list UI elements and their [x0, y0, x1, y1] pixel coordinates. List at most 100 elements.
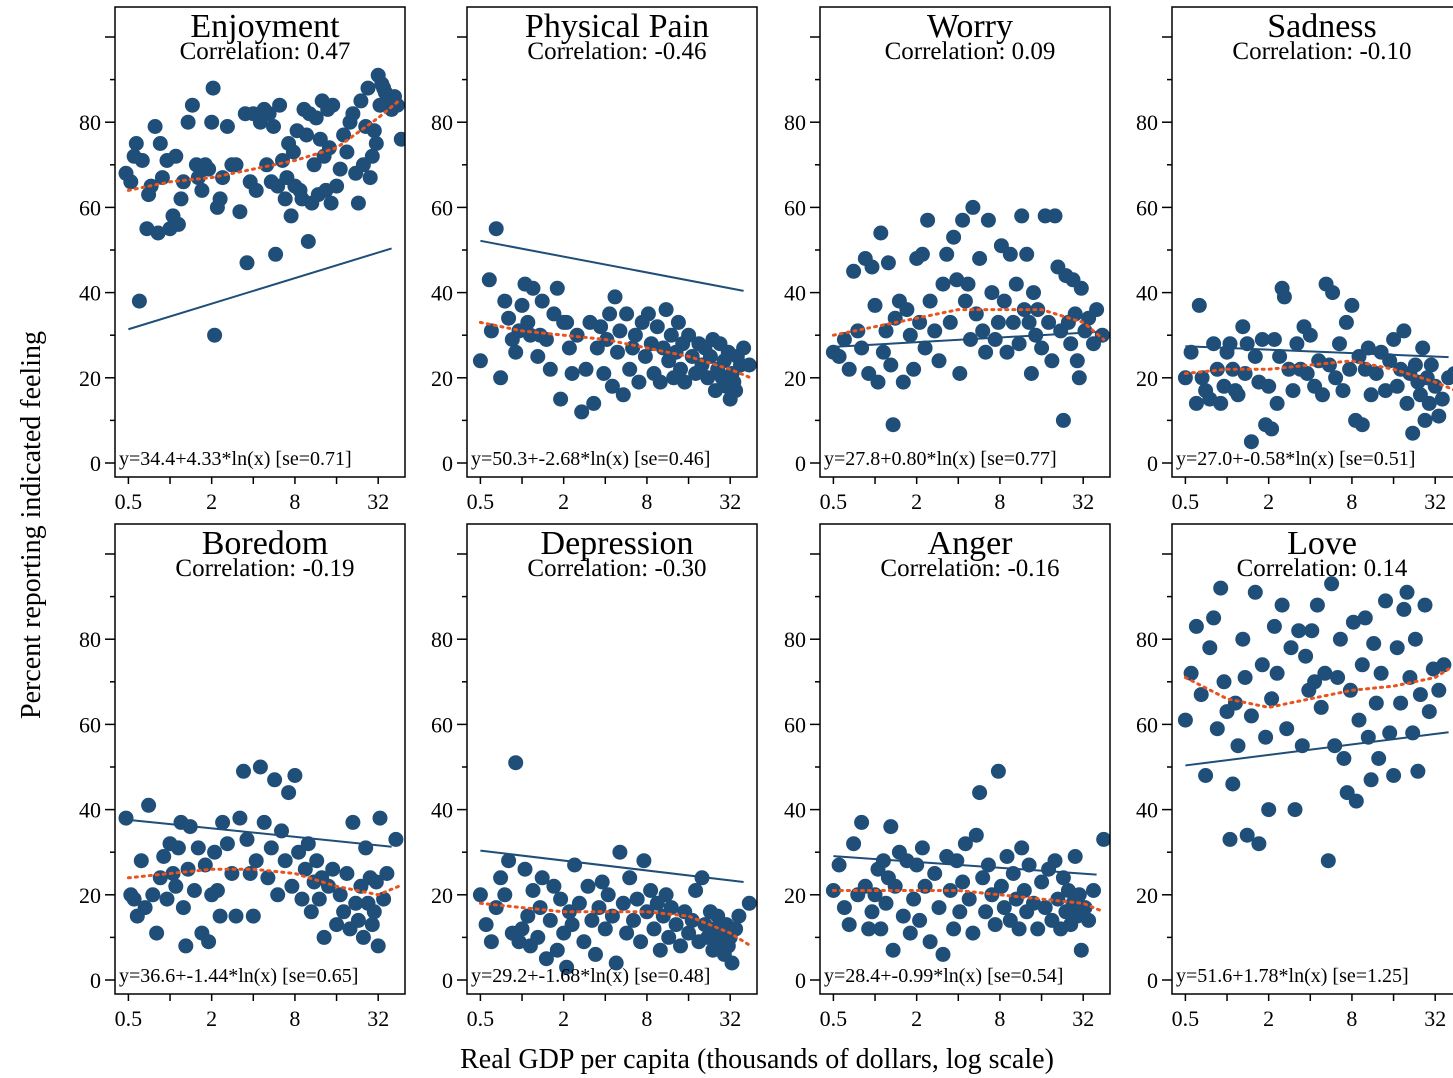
data-point	[980, 857, 996, 873]
data-point	[362, 170, 378, 186]
data-point	[1247, 584, 1263, 600]
fit-line	[480, 849, 744, 884]
data-point	[615, 895, 631, 911]
data-point	[1177, 712, 1193, 728]
data-point	[207, 327, 223, 343]
data-point	[564, 366, 580, 381]
data-point	[841, 917, 857, 933]
data-point	[955, 874, 971, 890]
data-point	[212, 908, 228, 924]
x-tick-label: 32	[1072, 1006, 1094, 1031]
x-tick-label: 2	[1263, 1006, 1274, 1031]
data-point	[152, 136, 168, 151]
correlation-label: Correlation: -0.30	[527, 555, 706, 582]
data-point	[990, 763, 1006, 779]
data-point	[681, 327, 697, 343]
y-tick-label: 20	[431, 366, 453, 391]
fit-line	[480, 239, 744, 292]
data-point	[922, 934, 938, 950]
data-point	[137, 900, 153, 916]
data-point	[1094, 327, 1110, 343]
plot-area	[1177, 276, 1453, 450]
data-point	[965, 199, 981, 215]
data-point	[542, 912, 558, 928]
data-point	[1247, 349, 1263, 364]
data-point	[141, 797, 157, 813]
data-point	[619, 925, 635, 941]
data-point	[885, 417, 901, 433]
data-point	[1014, 208, 1030, 224]
data-point	[927, 323, 943, 339]
data-point	[836, 900, 852, 916]
data-point	[1345, 614, 1361, 630]
x-tick-label: 0.5	[115, 489, 143, 514]
data-point	[895, 374, 911, 390]
data-point	[1037, 900, 1053, 916]
data-point	[652, 374, 668, 390]
data-point	[1378, 593, 1393, 609]
data-point	[336, 127, 352, 143]
data-point	[1336, 751, 1352, 766]
data-point	[1026, 285, 1041, 301]
data-point	[736, 340, 752, 356]
data-point	[497, 293, 513, 309]
data-point	[1073, 942, 1089, 958]
data-point	[1431, 408, 1447, 424]
data-point	[190, 840, 206, 856]
data-point	[272, 97, 288, 113]
smooth-line	[478, 320, 753, 380]
data-point	[368, 874, 384, 890]
correlation-label: Correlation: 0.14	[1237, 555, 1408, 582]
data-point	[1382, 725, 1398, 741]
data-point	[131, 293, 147, 309]
data-point	[1002, 246, 1018, 262]
data-point	[549, 280, 565, 296]
data-point	[517, 861, 533, 877]
data-point	[1194, 370, 1210, 386]
data-point	[561, 340, 577, 356]
x-tick-label: 8	[641, 1006, 652, 1031]
x-tick-label: 8	[1346, 489, 1357, 514]
data-point	[123, 174, 139, 190]
data-point	[184, 97, 200, 113]
data-point	[612, 844, 628, 860]
data-point	[501, 310, 517, 326]
equation-label: y=51.6+1.78*ln(x) [se=1.25]	[1176, 965, 1409, 987]
y-axis-title: Percent reporting indicated feeling	[16, 331, 47, 719]
data-point	[1354, 657, 1370, 673]
panel-frame	[1171, 6, 1453, 478]
y-tick-label: 40	[431, 798, 453, 823]
data-point	[1371, 751, 1387, 766]
data-point	[975, 870, 991, 886]
data-point	[902, 327, 918, 343]
data-point	[602, 306, 618, 322]
y-tick-label: 20	[1136, 883, 1158, 908]
data-point	[511, 934, 527, 950]
data-point	[1328, 370, 1344, 386]
data-point	[559, 959, 575, 975]
data-point	[1338, 314, 1354, 330]
y-tick-label: 40	[784, 281, 806, 306]
data-point	[1188, 395, 1204, 411]
data-point	[996, 293, 1012, 309]
data-point	[178, 938, 194, 954]
data-point	[1407, 357, 1423, 373]
data-point	[1264, 691, 1280, 707]
data-point	[935, 276, 951, 292]
data-point	[329, 178, 345, 194]
data-point	[1357, 610, 1373, 626]
x-tick-label: 32	[719, 1006, 741, 1031]
data-point	[861, 921, 877, 937]
data-point	[1315, 387, 1330, 403]
data-point	[219, 119, 235, 134]
data-point	[700, 370, 716, 386]
data-point	[1373, 665, 1389, 681]
data-point	[1005, 314, 1021, 330]
data-point	[488, 221, 504, 237]
data-point	[294, 891, 310, 907]
data-point	[993, 878, 1009, 894]
data-point	[1019, 246, 1035, 262]
